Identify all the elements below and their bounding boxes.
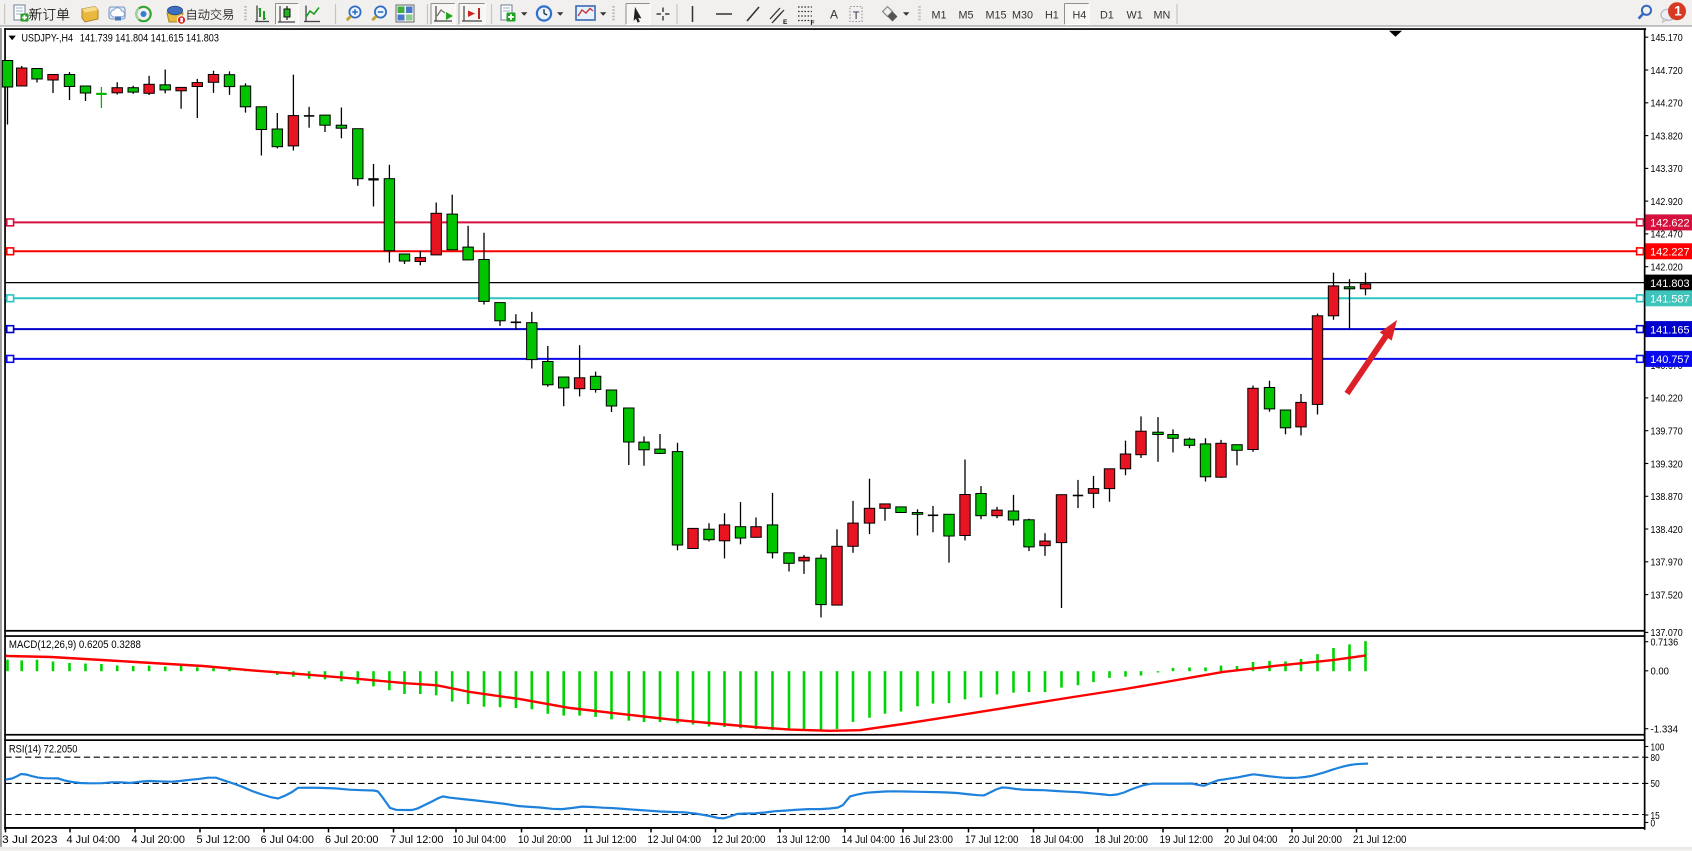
svg-text:20 Jul 20:00: 20 Jul 20:00 [1289,834,1343,846]
svg-text:7 Jul 12:00: 7 Jul 12:00 [390,834,444,846]
svg-text:6 Jul 04:00: 6 Jul 04:00 [261,834,315,846]
svg-text:18 Jul 04:00: 18 Jul 04:00 [1030,834,1084,846]
svg-text:21 Jul 12:00: 21 Jul 12:00 [1353,834,1407,846]
svg-text:M1: M1 [932,9,947,21]
svg-text:16 Jul 23:00: 16 Jul 23:00 [900,834,954,846]
svg-text:141.165: 141.165 [1650,324,1690,336]
svg-text:0.7136: 0.7136 [1651,637,1679,649]
svg-text:143.370: 143.370 [1651,163,1683,175]
svg-text:M30: M30 [1012,9,1033,21]
svg-text:142.622: 142.622 [1650,218,1690,230]
svg-text:143.820: 143.820 [1651,130,1683,142]
svg-text:144.270: 144.270 [1651,98,1683,110]
svg-text:139.320: 139.320 [1651,458,1683,470]
svg-text:F: F [811,20,815,27]
svg-text:137.970: 137.970 [1651,557,1683,569]
svg-text:M5: M5 [959,9,974,21]
svg-text:137.070: 137.070 [1651,627,1683,639]
svg-text:100: 100 [1651,741,1665,753]
svg-text:10 Jul 20:00: 10 Jul 20:00 [518,834,572,846]
svg-text:141.739 141.804 141.615 141.80: 141.739 141.804 141.615 141.803 [80,33,219,45]
svg-text:0.00: 0.00 [1651,666,1670,678]
svg-text:MACD(12,26,9) 0.6205 0.3288: MACD(12,26,9) 0.6205 0.3288 [9,639,141,651]
svg-text:18 Jul 20:00: 18 Jul 20:00 [1095,834,1149,846]
svg-text:E: E [783,19,788,26]
svg-text:RSI(14) 72.2050: RSI(14) 72.2050 [9,744,78,756]
svg-text:MN: MN [1154,9,1171,21]
svg-text:10 Jul 04:00: 10 Jul 04:00 [453,834,507,846]
svg-text:19 Jul 12:00: 19 Jul 12:00 [1160,834,1214,846]
svg-text:1: 1 [1674,4,1682,19]
svg-text:3 Jul 2023: 3 Jul 2023 [2,834,58,846]
svg-text:144.720: 144.720 [1651,65,1683,77]
svg-text:50: 50 [1651,778,1660,790]
svg-text:138.870: 138.870 [1651,491,1683,503]
svg-text:6 Jul 20:00: 6 Jul 20:00 [325,834,379,846]
svg-text:D1: D1 [1100,9,1114,21]
svg-text:142.227: 142.227 [1650,247,1690,259]
svg-text:80: 80 [1651,752,1660,764]
svg-text:T: T [853,10,860,22]
svg-text:4 Jul 04:00: 4 Jul 04:00 [67,834,121,846]
svg-text:142.020: 142.020 [1651,262,1683,274]
svg-text:141.803: 141.803 [1650,278,1690,290]
svg-text:139.770: 139.770 [1651,426,1683,438]
svg-text:A: A [830,8,838,22]
svg-text:5 Jul 12:00: 5 Jul 12:00 [197,834,251,846]
svg-text:12 Jul 20:00: 12 Jul 20:00 [712,834,766,846]
svg-text:H1: H1 [1045,9,1059,21]
svg-text:142.920: 142.920 [1651,196,1683,208]
svg-text:USDJPY-,H4: USDJPY-,H4 [22,33,74,45]
svg-text:H4: H4 [1073,9,1087,21]
svg-text:0: 0 [1651,817,1656,829]
svg-text:14 Jul 04:00: 14 Jul 04:00 [842,834,896,846]
svg-text:M15: M15 [986,9,1007,21]
svg-text:20 Jul 04:00: 20 Jul 04:00 [1224,834,1278,846]
svg-text:145.170: 145.170 [1651,32,1683,44]
svg-text:17 Jul 12:00: 17 Jul 12:00 [965,834,1019,846]
svg-text:-1.334: -1.334 [1651,724,1679,736]
svg-text:13 Jul 12:00: 13 Jul 12:00 [777,834,831,846]
svg-text:138.420: 138.420 [1651,524,1683,536]
svg-text:141.587: 141.587 [1650,294,1690,306]
svg-text:140.220: 140.220 [1651,393,1683,405]
svg-text:15: 15 [1651,810,1660,822]
svg-text:142.470: 142.470 [1651,229,1683,241]
svg-text:11 Jul 12:00: 11 Jul 12:00 [583,834,637,846]
svg-text:140.757: 140.757 [1650,354,1690,366]
svg-text:4 Jul 20:00: 4 Jul 20:00 [132,834,186,846]
svg-text:12 Jul 04:00: 12 Jul 04:00 [648,834,702,846]
svg-text:137.520: 137.520 [1651,589,1683,601]
svg-text:W1: W1 [1127,9,1143,21]
